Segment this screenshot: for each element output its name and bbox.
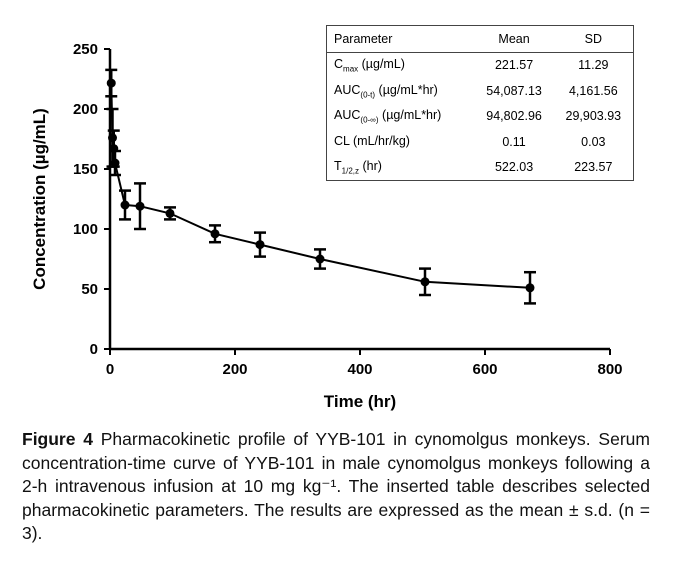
data-point (106, 78, 116, 88)
caption-label: Figure 4 (22, 429, 93, 449)
param-mean: 221.57 (494, 58, 534, 73)
y-tick-label: 100 (73, 221, 98, 238)
data-point (255, 240, 265, 250)
y-tick-label: 0 (90, 341, 98, 358)
param-sd: 29,903.93 (565, 109, 622, 124)
pk-parameter-table: Parameter Mean SD Cmax (µg/mL) 221.57 11.2… (326, 25, 634, 181)
param-name: T1/2,z (hr) (334, 159, 382, 176)
data-point (210, 229, 220, 239)
table-row: CL (mL/hr/kg) 0.11 0.03 (327, 129, 634, 155)
table-row: AUC(0-t) (µg/mL*hr) 54,087.13 4,161.56 (327, 78, 634, 104)
table-row: T1/2,z (hr) 522.03 223.57 (327, 155, 634, 181)
data-point (525, 283, 535, 293)
data-marks (105, 68, 536, 305)
figure-caption: Figure 4 Pharmacokinetic profile of YYB-… (22, 428, 650, 546)
param-mean: 54,087.13 (486, 83, 542, 98)
data-point (135, 201, 145, 211)
x-tick-label: 0 (106, 361, 114, 378)
data-point (315, 254, 325, 264)
param-sd: 0.03 (581, 134, 606, 149)
y-tick-label: 200 (73, 101, 98, 118)
data-point (120, 200, 130, 210)
x-axis-label: Time (hr) (324, 392, 396, 411)
axes: 0 200 400 600 800 0 50 100 150 200 250 (73, 41, 623, 378)
param-mean: 0.11 (502, 134, 526, 149)
x-tick-label: 800 (597, 361, 622, 378)
param-name: AUC(0-t) (µg/mL*hr) (334, 82, 438, 100)
data-point (165, 208, 175, 218)
x-tick-label: 400 (347, 361, 372, 378)
pk-chart: 0 200 400 600 800 0 50 100 150 200 250 Time (hr) C… (30, 41, 623, 411)
x-tick-label: 600 (472, 361, 497, 378)
y-axis-label: Concentration (µg/mL) (30, 108, 49, 290)
y-tick-label: 50 (81, 281, 98, 298)
data-point (110, 158, 120, 168)
caption-text: Pharmacokinetic profile of YYB-101 in cy… (22, 429, 650, 543)
param-sd: 11.29 (578, 58, 609, 73)
header-sd: SD (553, 25, 634, 53)
param-sd: 4,161.56 (568, 83, 618, 98)
param-sd: 223.57 (574, 160, 613, 175)
data-point (420, 277, 430, 287)
param-mean: 522.03 (494, 160, 534, 175)
param-name: Cmax (µg/mL) (334, 57, 405, 74)
x-tick-label: 200 (222, 361, 247, 378)
header-parameter: Parameter (326, 25, 475, 53)
param-name: AUC(0-∞) (µg/mL*hr) (334, 108, 442, 125)
y-tick-label: 250 (73, 41, 98, 58)
table-row: Cmax (µg/mL) 221.57 11.29 (327, 52, 634, 78)
y-tick-label: 150 (73, 161, 98, 178)
header-mean: Mean (474, 25, 554, 53)
table-row: AUC(0-∞) (µg/mL*hr) 94,802.96 29,903.93 (327, 104, 634, 130)
param-name: CL (mL/hr/kg) (334, 133, 410, 148)
table-header-row: Parameter Mean SD (326, 25, 634, 53)
param-mean: 94,802.96 (486, 109, 542, 124)
